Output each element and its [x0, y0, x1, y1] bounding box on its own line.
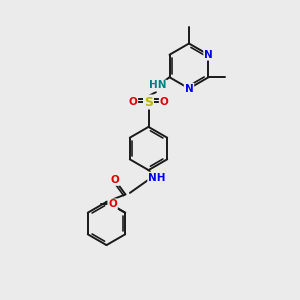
Text: S: S — [144, 95, 153, 109]
Text: O: O — [160, 97, 169, 107]
Text: O: O — [128, 97, 137, 107]
Text: NH: NH — [148, 172, 166, 183]
Text: O: O — [108, 199, 117, 209]
Text: O: O — [110, 175, 119, 185]
Text: N: N — [184, 83, 194, 94]
Text: HN: HN — [149, 80, 166, 91]
Text: N: N — [204, 50, 213, 60]
